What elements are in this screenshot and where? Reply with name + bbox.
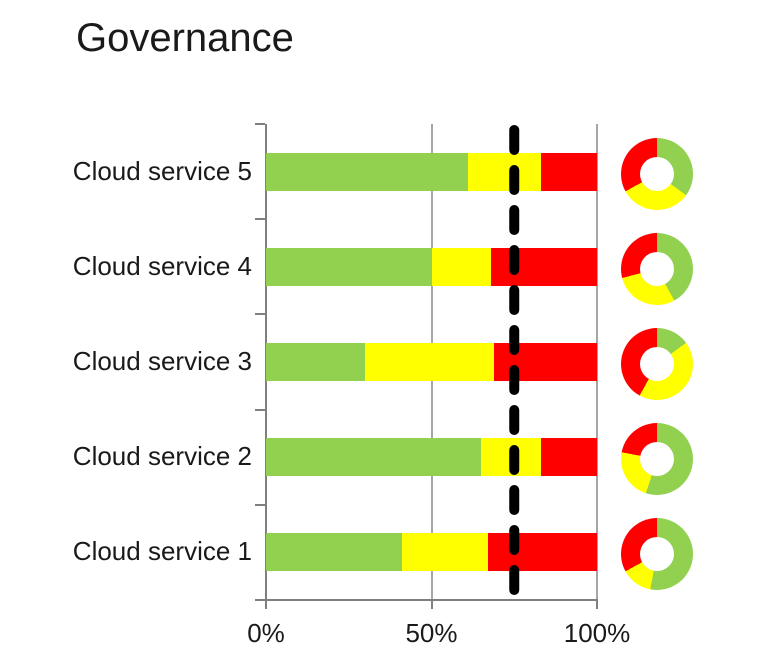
category-label: Cloud service 2 bbox=[72, 441, 252, 472]
stacked-bar bbox=[266, 438, 597, 477]
y-axis-tick bbox=[255, 218, 265, 221]
bar-segment-red bbox=[540, 438, 597, 477]
x-axis-tick bbox=[265, 600, 267, 609]
chart-title: Governance bbox=[76, 16, 294, 60]
bar-segment-yellow bbox=[431, 247, 492, 286]
x-tick-label: 100% bbox=[563, 618, 631, 648]
bar-segment-red bbox=[491, 247, 597, 286]
category-label: Cloud service 1 bbox=[72, 536, 252, 567]
donut-hole bbox=[640, 251, 674, 286]
donut-chart bbox=[621, 423, 693, 496]
bar-segment-yellow bbox=[467, 152, 541, 191]
bar-segment-red bbox=[540, 152, 597, 191]
bar-segment-green bbox=[266, 343, 366, 381]
category-label: Cloud service 5 bbox=[72, 155, 252, 186]
stacked-bar bbox=[266, 343, 597, 381]
stacked-bar bbox=[266, 152, 597, 191]
y-axis-tick bbox=[255, 408, 265, 411]
bar-segment-green bbox=[266, 152, 468, 191]
x-axis-tick bbox=[430, 600, 433, 609]
gridline-100 bbox=[596, 124, 598, 600]
donut-hole bbox=[640, 442, 674, 477]
y-axis-tick bbox=[255, 123, 265, 125]
bar-segment-red bbox=[494, 343, 597, 381]
y-axis-tick bbox=[255, 503, 265, 506]
donut-chart bbox=[621, 232, 693, 305]
donut-hole bbox=[640, 347, 674, 381]
x-axis-tick bbox=[596, 600, 598, 609]
bar-segment-yellow bbox=[481, 438, 541, 477]
bar-segment-green bbox=[266, 438, 482, 477]
bar-segment-green bbox=[266, 533, 402, 572]
donut-chart bbox=[621, 137, 693, 210]
x-tick-label: 0% bbox=[247, 618, 285, 648]
stacked-bar bbox=[266, 247, 597, 286]
y-axis-tick bbox=[255, 599, 265, 601]
donut-chart bbox=[621, 518, 693, 591]
y-axis-tick bbox=[255, 313, 265, 316]
donut-hole bbox=[640, 156, 674, 191]
bar-segment-yellow bbox=[365, 343, 495, 381]
stacked-bar bbox=[266, 533, 597, 572]
bar-segment-red bbox=[487, 533, 597, 572]
donut-chart bbox=[621, 328, 693, 400]
bar-segment-yellow bbox=[401, 533, 488, 572]
x-tick-label: 50% bbox=[405, 618, 458, 648]
bar-segment-green bbox=[266, 247, 432, 286]
category-label: Cloud service 3 bbox=[72, 346, 252, 376]
donut-hole bbox=[640, 537, 674, 572]
category-label: Cloud service 4 bbox=[72, 250, 252, 281]
